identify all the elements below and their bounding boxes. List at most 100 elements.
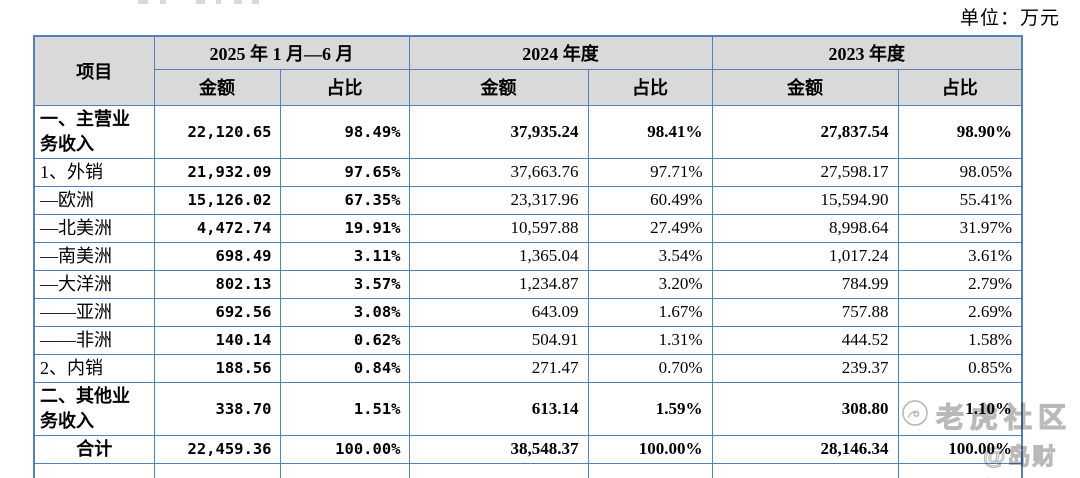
watermark-logo-icon (902, 400, 928, 426)
header-period-2023: 2023 年度 (711, 35, 1023, 70)
value-cell: 37,935.24 (408, 104, 589, 159)
empty-cell (33, 462, 155, 478)
value-cell: 3.08% (279, 297, 410, 327)
empty-cell (587, 462, 713, 478)
value-cell: 15,126.02 (153, 185, 281, 215)
header-item: 项目 (33, 35, 155, 106)
value-cell: 613.14 (408, 381, 589, 436)
watermark-author-text: @岛财经 (982, 442, 1058, 478)
table-row: —南美洲 698.49 3.11% 1,365.04 3.54% 1,017.24 3.61… (33, 241, 1023, 271)
empty-cell (153, 462, 281, 478)
row-label-cell: 2、内销 (33, 353, 155, 383)
value-cell: 1.10% (897, 381, 1023, 436)
empty-cell (408, 462, 589, 478)
unit-label: 单位：万元 (959, 8, 1060, 29)
value-cell: 19.91% (279, 213, 410, 243)
value-cell: 2.79% (897, 269, 1023, 299)
row-label-cell: —欧洲 (33, 185, 155, 215)
value-cell: 3.20% (587, 269, 713, 299)
value-cell: 2.69% (897, 297, 1023, 327)
value-cell: 98.41% (587, 104, 713, 159)
value-cell: 338.70 (153, 381, 281, 436)
value-cell: 27,598.17 (711, 157, 899, 187)
value-cell: 27.49% (587, 213, 713, 243)
value-cell: 28,146.34 (711, 434, 899, 464)
table-row: —欧洲 15,126.02 67.35% 23,317.96 60.49% 15,594.… (33, 185, 1023, 215)
value-cell: 100.00% (587, 434, 713, 464)
table-row: ——亚洲 692.56 3.08% 643.09 1.67% 757.88 2.69% (33, 297, 1023, 327)
value-cell: 1.67% (587, 297, 713, 327)
value-cell: 100.00% (279, 434, 410, 464)
header-ratio-2023: 占比 (897, 68, 1023, 106)
empty-cell (897, 462, 1023, 478)
value-cell: 15,594.90 (711, 185, 899, 215)
value-cell: 0.84% (279, 353, 410, 383)
header-period-2025: 2025 年 1 月—6 月 (153, 35, 410, 70)
value-cell: 504.91 (408, 325, 589, 355)
value-cell: 0.62% (279, 325, 410, 355)
table-row: 2、内销 188.56 0.84% 271.47 0.70% 239.37 0.85% (33, 353, 1023, 383)
table-row: 二、其他业务收入 338.70 1.51% 613.14 1.59% 308.80 1.10… (33, 381, 1023, 436)
value-cell: 3.54% (587, 241, 713, 271)
value-cell: 757.88 (711, 297, 899, 327)
table-body: 一、主营业务收入 22,120.65 98.49% 37,935.24 98.41% 27… (33, 104, 1023, 478)
value-cell: 100.00% (897, 434, 1023, 464)
value-cell: 10,597.88 (408, 213, 589, 243)
table-row: ——非洲 140.14 0.62% 504.91 1.31% 444.52 1.58% (33, 325, 1023, 355)
value-cell: 802.13 (153, 269, 281, 299)
value-cell: 643.09 (408, 297, 589, 327)
value-cell: 1.59% (587, 381, 713, 436)
value-cell: 38,548.37 (408, 434, 589, 464)
header-amount-2024: 金额 (408, 68, 589, 106)
value-cell: 1,365.04 (408, 241, 589, 271)
header-period-2024: 2024 年度 (408, 35, 713, 70)
value-cell: 8,998.64 (711, 213, 899, 243)
value-cell: 3.11% (279, 241, 410, 271)
revenue-breakdown-table: 项目 2025 年 1 月—6 月 2024 年度 2023 年度 金额 占比 … (33, 35, 1023, 478)
row-label-cell: 一、主营业务收入 (33, 104, 155, 159)
table-row: —大洋洲 802.13 3.57% 1,234.87 3.20% 784.99 2.79% (33, 269, 1023, 299)
table-row: 一、主营业务收入 22,120.65 98.49% 37,935.24 98.41% 27… (33, 104, 1023, 159)
value-cell: 3.61% (897, 241, 1023, 271)
value-cell: 1.58% (897, 325, 1023, 355)
header-ratio-2024: 占比 (587, 68, 713, 106)
table-row-partial (33, 462, 1023, 478)
value-cell: 97.71% (587, 157, 713, 187)
value-cell: 3.57% (279, 269, 410, 299)
value-cell: 0.70% (587, 353, 713, 383)
table-row: —北美洲 4,472.74 19.91% 10,597.88 27.49% 8,998.6… (33, 213, 1023, 243)
value-cell: 1.51% (279, 381, 410, 436)
value-cell: 698.49 (153, 241, 281, 271)
value-cell: 55.41% (897, 185, 1023, 215)
value-cell: 98.49% (279, 104, 410, 159)
row-label-cell: 合计 (33, 434, 155, 464)
value-cell: 4,472.74 (153, 213, 281, 243)
value-cell: 22,120.65 (153, 104, 281, 159)
value-cell: 140.14 (153, 325, 281, 355)
value-cell: 23,317.96 (408, 185, 589, 215)
value-cell: 239.37 (711, 353, 899, 383)
empty-cell (711, 462, 899, 478)
value-cell: 98.05% (897, 157, 1023, 187)
table-row: 合计 22,459.36 100.00% 38,548.37 100.00% 28,146… (33, 434, 1023, 464)
value-cell: 692.56 (153, 297, 281, 327)
value-cell: 1.31% (587, 325, 713, 355)
value-cell: 31.97% (897, 213, 1023, 243)
value-cell: 271.47 (408, 353, 589, 383)
value-cell: 60.49% (587, 185, 713, 215)
row-label-cell: —北美洲 (33, 213, 155, 243)
value-cell: 37,663.76 (408, 157, 589, 187)
row-label-cell: 1、外销 (33, 157, 155, 187)
value-cell: 27,837.54 (711, 104, 899, 159)
value-cell: 0.85% (897, 353, 1023, 383)
watermark-community-text: 老虎社区 (935, 401, 1073, 433)
row-label-cell: 二、其他业务收入 (33, 381, 155, 436)
row-label-cell: ——非洲 (33, 325, 155, 355)
value-cell: 784.99 (711, 269, 899, 299)
value-cell: 22,459.36 (153, 434, 281, 464)
header-row-measures: 金额 占比 金额 占比 金额 占比 (34, 68, 1023, 106)
value-cell: 21,932.09 (153, 157, 281, 187)
value-cell: 308.80 (711, 381, 899, 436)
value-cell: 97.65% (279, 157, 410, 187)
